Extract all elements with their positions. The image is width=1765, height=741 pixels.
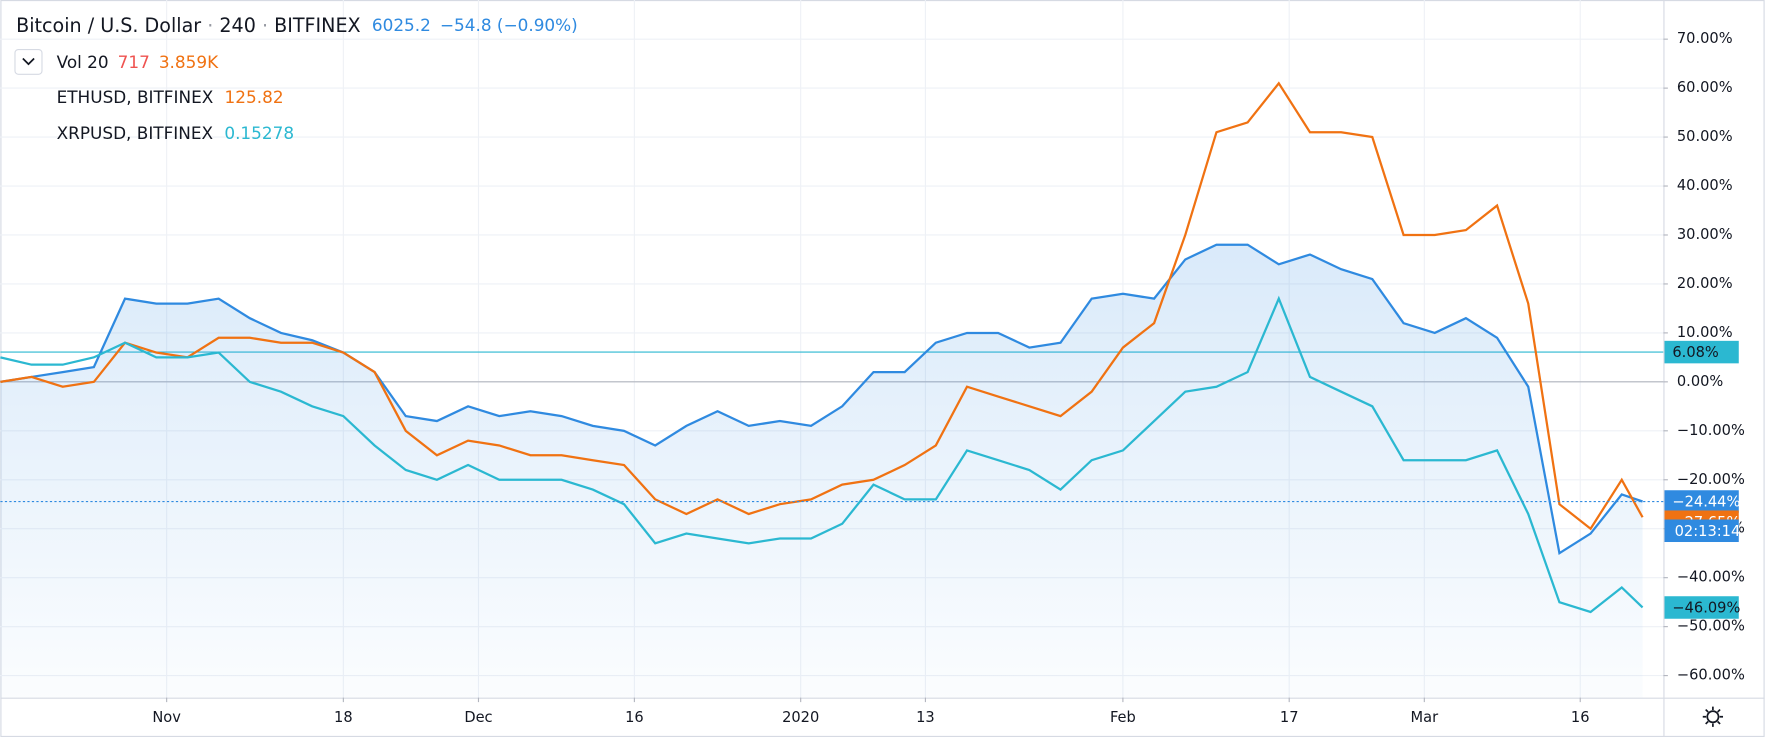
x-tick-label: 18	[334, 709, 353, 726]
legend-entry: XRPUSD, BITFINEX 0.15278	[57, 123, 294, 143]
volume-value: 717	[118, 52, 150, 72]
volume-legend: Vol 20 717 3.859K	[57, 52, 220, 72]
y-tick-label: 40.00%	[1677, 177, 1733, 194]
y-tick-label: −50.00%	[1677, 618, 1745, 635]
change: −54.8 (−0.90%)	[440, 15, 578, 35]
y-tick-label: 30.00%	[1677, 226, 1733, 243]
series-line	[0, 81, 1644, 531]
symbol: Bitcoin / U.S. Dollar	[16, 13, 201, 36]
x-tick-label: 16	[1571, 709, 1590, 726]
settings-button[interactable]	[1702, 706, 1724, 727]
last-price: 6025.2	[372, 15, 431, 35]
price-label-box	[1664, 340, 1739, 364]
chevron	[22, 57, 35, 66]
price-label: 6.08%	[1672, 344, 1719, 361]
price-label: −24.44%	[1672, 494, 1740, 511]
legend-entry: ETHUSD, BITFINEX 125.82	[57, 87, 284, 107]
series-line	[0, 295, 1644, 614]
y-tick-label: −40.00%	[1677, 569, 1745, 586]
x-tick-label: 13	[916, 709, 935, 726]
x-tick-label: Feb	[1110, 709, 1136, 726]
y-tick-label: −20.00%	[1677, 471, 1745, 488]
legend-name: XRPUSD, BITFINEX	[57, 123, 214, 143]
legend-value: 0.15278	[224, 123, 294, 143]
y-tick-label: 10.00%	[1677, 324, 1733, 341]
y-tick-label: 0.00%	[1677, 373, 1724, 390]
legend-toggle[interactable]	[14, 48, 43, 75]
legend-value: 125.82	[225, 87, 284, 107]
legend-name: ETHUSD, BITFINEX	[57, 87, 214, 107]
x-tick-label: 2020	[782, 709, 819, 726]
countdown-box	[1664, 519, 1739, 543]
y-tick-label: 20.00%	[1677, 275, 1733, 292]
series-line	[0, 243, 1643, 555]
y-tick-label: 50.00%	[1677, 128, 1733, 145]
x-tick-label: 16	[625, 709, 644, 726]
price-label-box	[1664, 596, 1739, 619]
volume-label: Vol 20	[57, 52, 109, 72]
volume-average: 3.859K	[159, 52, 219, 72]
title: Bitcoin / U.S. Dollar · 240 · BITFINEX 60…	[16, 13, 578, 36]
y-tick-label: 60.00%	[1677, 79, 1733, 96]
interval: 240	[219, 13, 255, 36]
area	[0, 244, 1643, 698]
price-label: −46.09%	[1672, 600, 1740, 617]
y-tick-label: 70.00%	[1677, 30, 1733, 47]
countdown: 02:13:14	[1675, 523, 1741, 540]
x-tick-label: Dec	[464, 709, 492, 726]
y-tick-label: −60.00%	[1677, 667, 1745, 684]
x-tick-label: Mar	[1411, 709, 1439, 726]
x-tick-label: Nov	[152, 709, 181, 726]
price-label-box	[1664, 490, 1739, 513]
x-tick-label: 17	[1280, 709, 1299, 726]
y-tick-label: −10.00%	[1677, 422, 1745, 439]
exchange: BITFINEX	[274, 13, 361, 36]
